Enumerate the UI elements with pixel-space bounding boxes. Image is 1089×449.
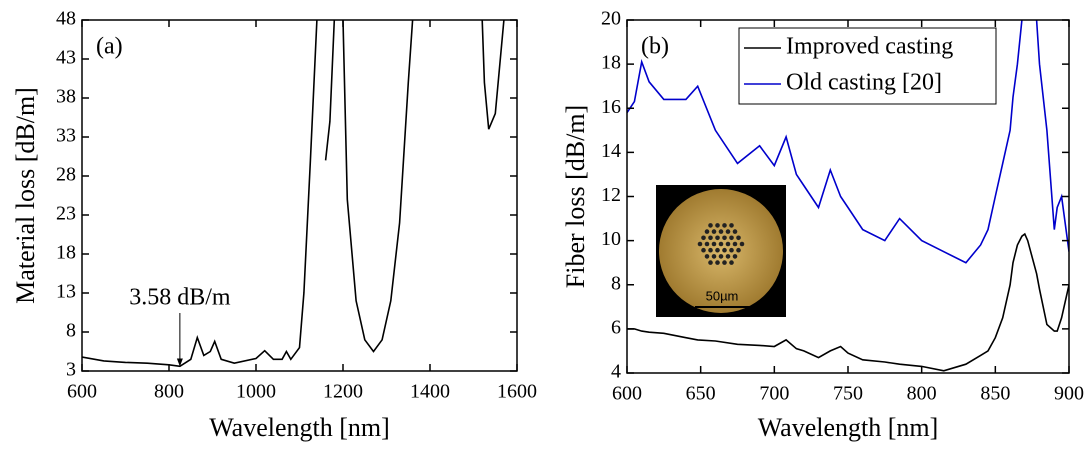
hole xyxy=(729,247,734,253)
hole xyxy=(715,247,720,253)
y-tick-label: 48 xyxy=(56,8,76,30)
hole xyxy=(725,241,731,247)
hole xyxy=(711,254,717,259)
hole xyxy=(718,254,724,259)
hole xyxy=(715,223,720,228)
hole xyxy=(729,235,734,241)
fiber-disc xyxy=(659,189,783,313)
hole xyxy=(704,254,710,259)
hole xyxy=(715,260,720,265)
x-tick-label: 850 xyxy=(980,383,1010,405)
hole xyxy=(732,229,738,234)
inset-photo: 50µm xyxy=(656,185,786,317)
arrow-head xyxy=(176,358,183,367)
y-tick-label: 8 xyxy=(66,320,76,342)
hole xyxy=(718,229,724,234)
series-line xyxy=(627,232,1069,372)
y-tick-label: 8 xyxy=(611,272,621,294)
hole xyxy=(697,241,703,247)
y-tick-label: 38 xyxy=(56,86,76,108)
hole xyxy=(711,241,717,247)
hole xyxy=(739,241,745,247)
hole xyxy=(701,235,706,241)
hole xyxy=(729,260,734,265)
y-tick-label: 12 xyxy=(601,184,621,206)
hole xyxy=(732,241,738,247)
x-tick-label: 600 xyxy=(67,381,97,403)
x-axis-title: Wavelength [nm] xyxy=(209,413,390,442)
hole xyxy=(732,254,738,259)
y-tick-label: 13 xyxy=(56,281,76,303)
y-tick-label: 43 xyxy=(56,47,76,69)
hole xyxy=(715,235,720,241)
hole xyxy=(704,241,710,247)
hole xyxy=(725,254,731,259)
hole xyxy=(704,229,710,234)
plot-frame xyxy=(81,19,518,372)
series-line xyxy=(82,20,505,368)
legend-label: Improved casting xyxy=(786,34,953,60)
hole xyxy=(701,247,706,253)
hole xyxy=(736,247,741,253)
x-tick-label: 1600 xyxy=(497,381,537,403)
x-tick-label: 800 xyxy=(154,381,184,403)
y-tick-label: 16 xyxy=(601,96,621,118)
y-tick-label: 23 xyxy=(56,203,76,225)
x-tick-label: 1000 xyxy=(236,381,276,403)
y-tick-label: 6 xyxy=(611,316,621,338)
y-axis-title: Material loss [dB/m] xyxy=(11,87,40,304)
x-tick-label: 800 xyxy=(907,383,937,405)
y-tick-label: 28 xyxy=(56,164,76,186)
panel-label: (a) xyxy=(96,34,123,60)
hole xyxy=(708,247,713,253)
y-tick-label: 4 xyxy=(611,361,621,383)
scale-label: 50µm xyxy=(706,288,739,303)
annotation: 3.58 dB/m xyxy=(129,285,231,311)
y-tick-label: 10 xyxy=(601,228,621,250)
hole xyxy=(708,235,713,241)
hole xyxy=(722,260,727,265)
y-tick-label: 18 xyxy=(601,52,621,74)
panel-label: (b) xyxy=(641,34,669,60)
hole xyxy=(722,223,727,228)
y-axis-title: Fiber loss [dB/m] xyxy=(561,105,590,288)
x-tick-label: 750 xyxy=(833,383,863,405)
series-line xyxy=(627,20,1069,264)
hole xyxy=(725,229,731,234)
x-tick-label: 650 xyxy=(686,383,716,405)
x-tick-label: 1400 xyxy=(410,381,450,403)
y-tick-label: 33 xyxy=(56,125,76,147)
hole-pattern xyxy=(697,223,745,265)
hole xyxy=(718,241,724,247)
hole xyxy=(736,235,741,241)
x-axis-title: Wavelength [nm] xyxy=(758,413,939,442)
hole xyxy=(729,223,734,228)
legend-box xyxy=(738,27,997,105)
legend-label: Old casting [20] xyxy=(786,70,942,96)
x-tick-label: 1200 xyxy=(323,381,363,403)
hole xyxy=(708,223,713,228)
y-tick-label: 3 xyxy=(66,359,76,381)
y-tick-label: 20 xyxy=(601,8,621,30)
x-tick-label: 700 xyxy=(759,383,789,405)
hole xyxy=(711,229,717,234)
y-tick-label: 14 xyxy=(601,140,621,162)
x-tick-label: 600 xyxy=(612,383,642,405)
hole xyxy=(708,260,713,265)
hole xyxy=(722,247,727,253)
x-tick-label: 900 xyxy=(1054,383,1084,405)
y-tick-label: 18 xyxy=(56,242,76,264)
hole xyxy=(722,235,727,241)
